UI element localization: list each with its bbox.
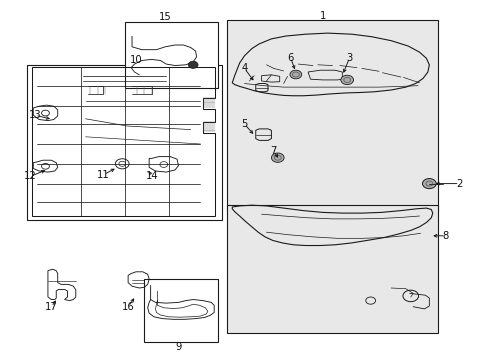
Text: 9: 9 [175,342,182,352]
Text: 10: 10 [129,55,142,66]
Bar [124,22,217,88]
Text: 12: 12 [24,171,37,181]
Circle shape [289,70,301,79]
Text: 16: 16 [122,302,134,312]
Text: 8: 8 [442,231,448,241]
Text: 5: 5 [241,119,247,129]
Text: 15: 15 [159,12,171,22]
Circle shape [188,61,198,68]
Circle shape [271,153,284,162]
Text: 14: 14 [146,171,159,181]
Text: 11: 11 [97,170,110,180]
Text: 3: 3 [346,53,352,63]
Text: 13: 13 [29,110,41,120]
Circle shape [422,179,435,189]
Text: 7: 7 [270,146,277,156]
Bar [27,65,222,220]
Circle shape [340,75,353,85]
Text: 6: 6 [286,53,293,63]
Bar [144,279,217,342]
Bar [227,20,437,211]
Text: 2: 2 [455,179,462,189]
Text: 17: 17 [45,302,58,312]
Bar [227,205,437,333]
Text: 1: 1 [319,11,325,21]
Text: 4: 4 [241,63,247,73]
